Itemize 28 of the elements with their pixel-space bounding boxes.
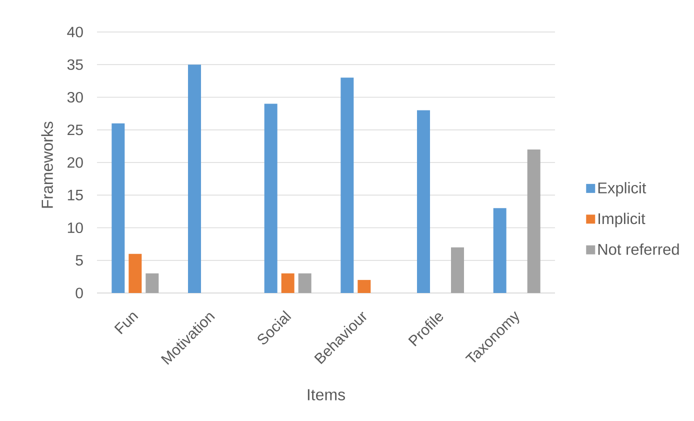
legend-label: Not referred [598, 243, 679, 255]
bar [298, 273, 312, 293]
y-tick-label: 40 [67, 26, 83, 38]
y-tick-label: 10 [68, 222, 83, 234]
y-tick-label: 20 [68, 157, 83, 168]
y-tick-label: 30 [67, 92, 83, 103]
y-tick-label: 0 [76, 288, 83, 298]
bar [358, 280, 371, 293]
bar [281, 273, 294, 293]
legend-label: Implicit [598, 212, 646, 228]
bar [128, 254, 142, 293]
x-tick-label: Fun [114, 312, 138, 334]
x-axis-title: Items [308, 389, 345, 400]
y-tick-label: 15 [68, 190, 83, 200]
legend-label: Explicit [598, 182, 646, 197]
bar [112, 123, 125, 293]
bar [417, 110, 430, 293]
bar [146, 273, 159, 293]
y-tick-label: 5 [76, 255, 83, 266]
bar [264, 104, 278, 293]
bar [188, 64, 201, 293]
bar [340, 78, 354, 293]
bar [451, 247, 464, 293]
y-axis-title: Frameworks [41, 122, 53, 208]
y-tick-label: 35 [67, 59, 83, 70]
y-tick-label: 25 [68, 124, 83, 136]
bar [527, 149, 540, 293]
bar [493, 208, 506, 293]
